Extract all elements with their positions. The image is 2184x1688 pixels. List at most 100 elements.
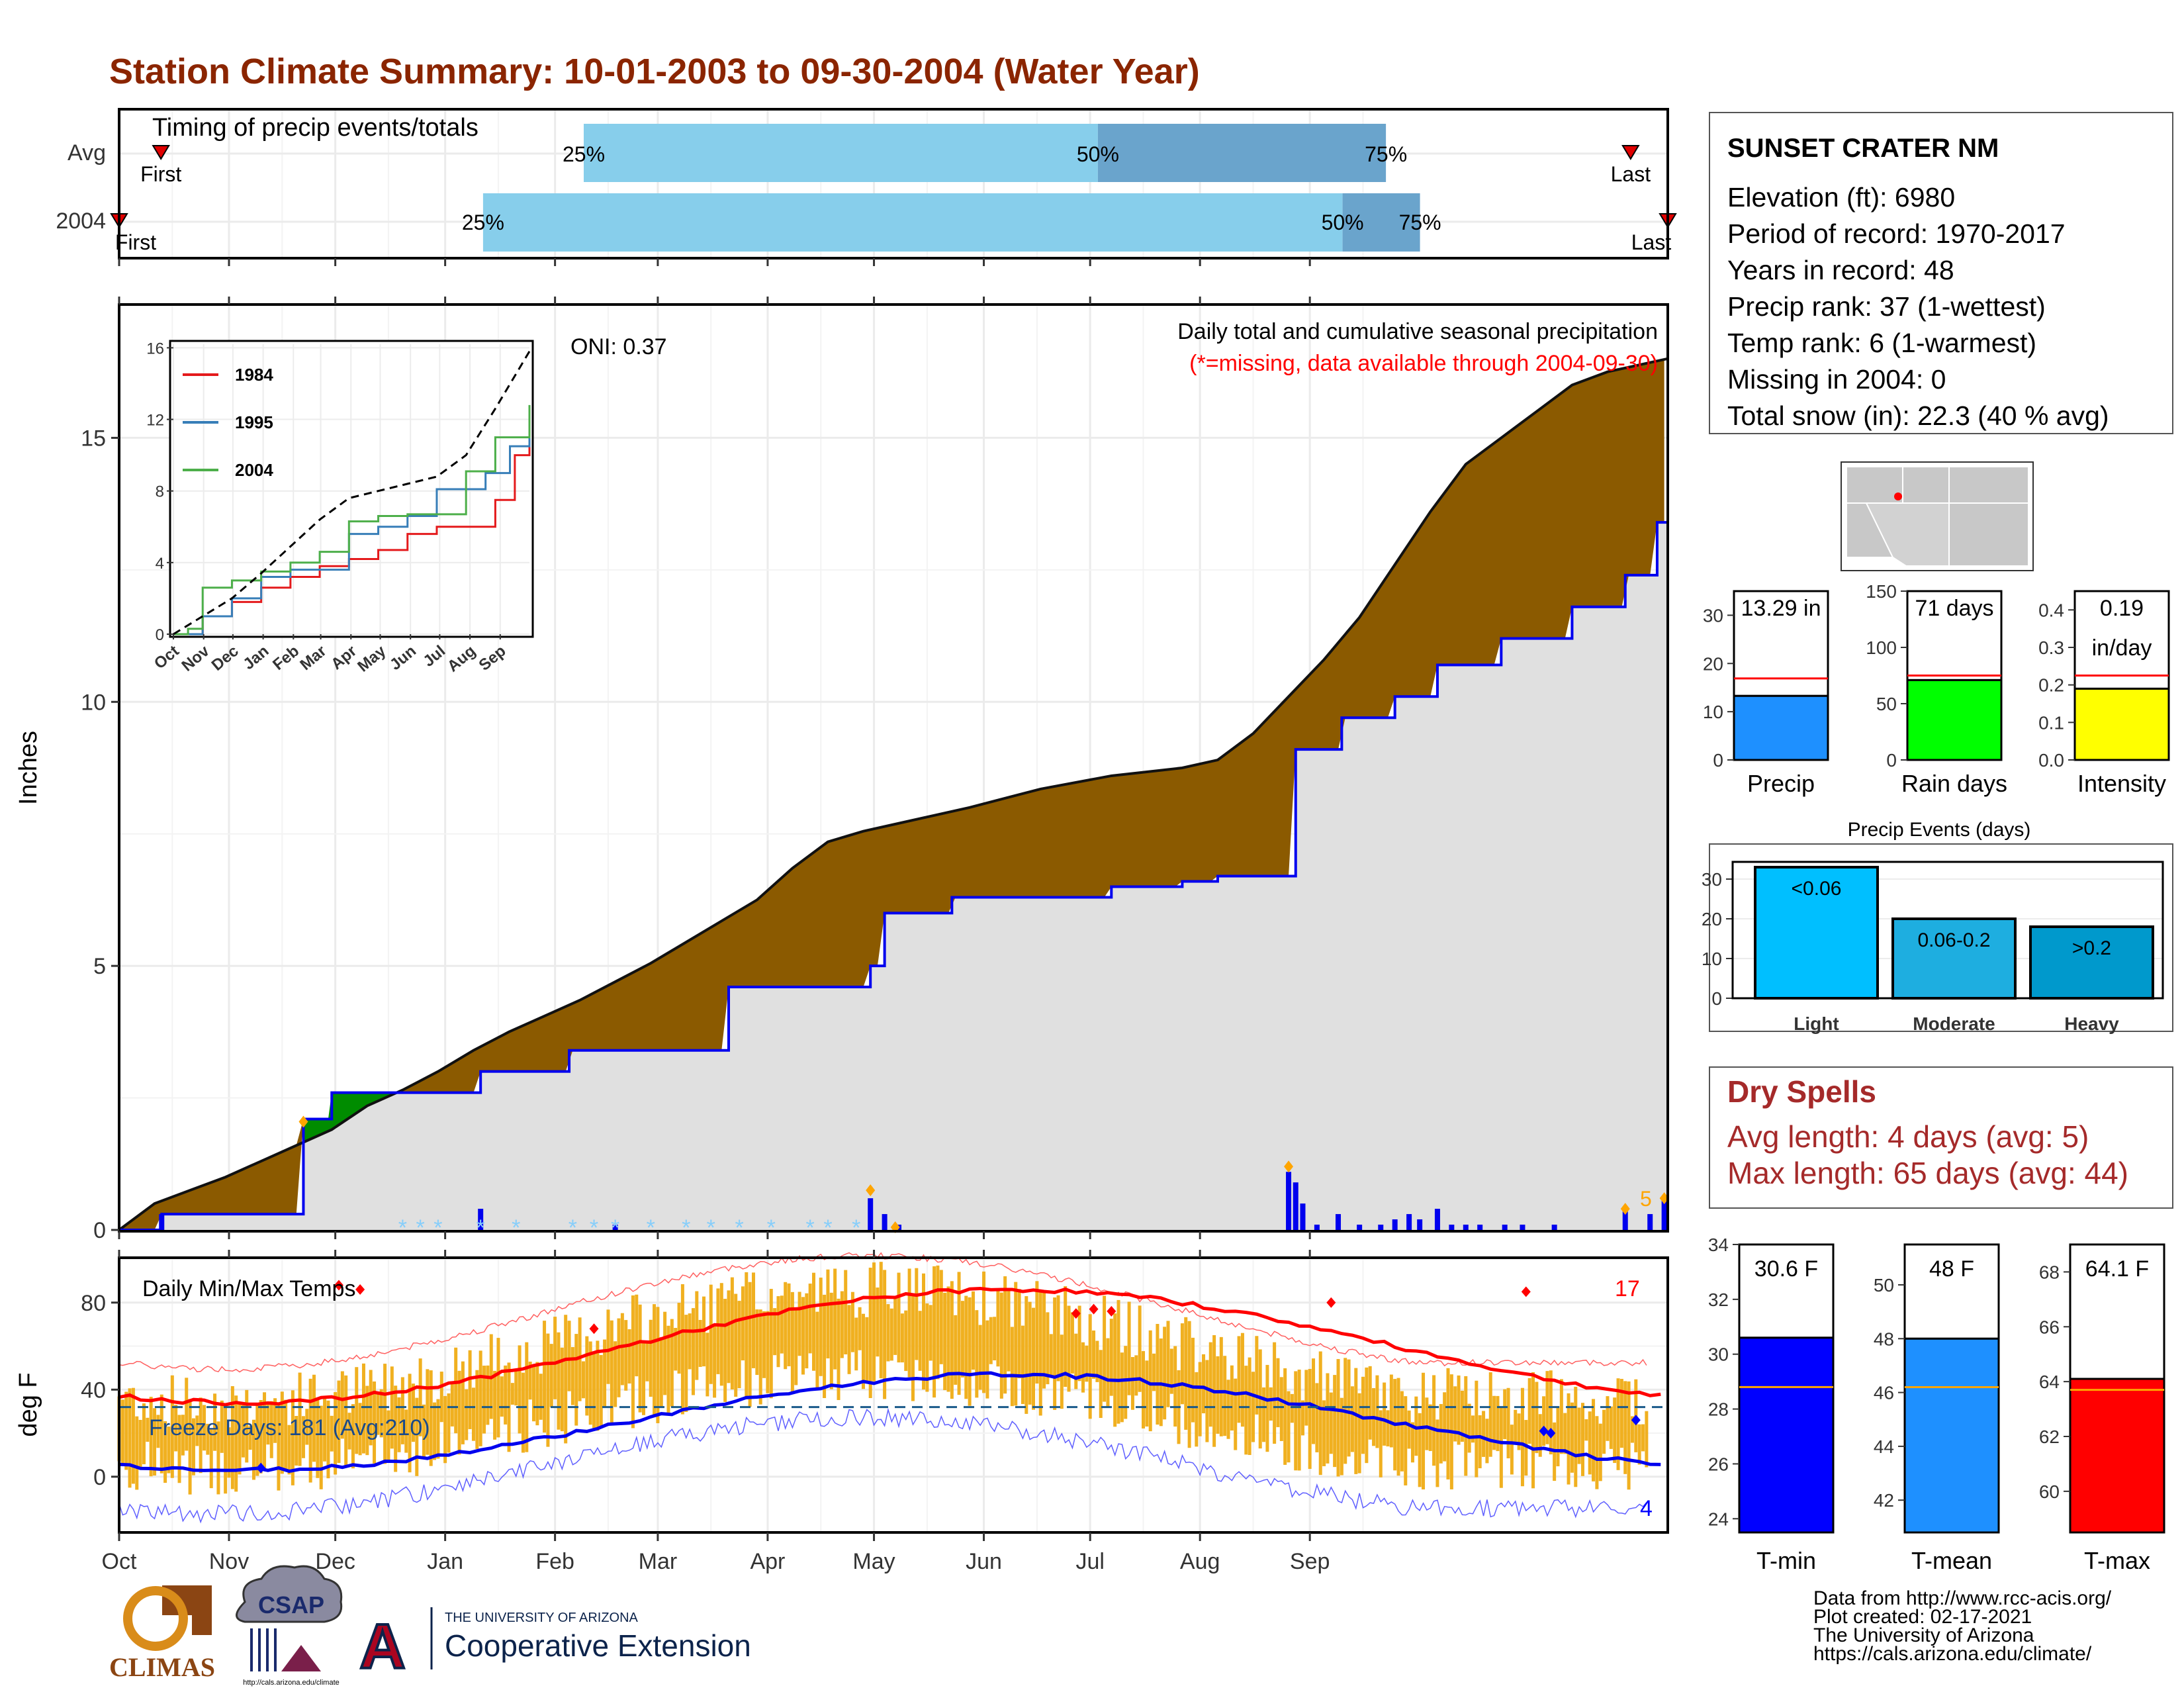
daily-temp-range-bar xyxy=(1226,1380,1230,1439)
daily-temp-range-bar xyxy=(868,1268,872,1399)
record-high-marker xyxy=(589,1323,599,1335)
daily-temp-range-bar xyxy=(298,1372,302,1466)
event-bar-label: >0.2 xyxy=(2072,937,2111,959)
station-elevation: Elevation (ft): 6980 xyxy=(1727,182,1955,212)
csap-mountain-icon xyxy=(281,1645,321,1671)
temp-panel-label: Daily Min/Max Temps xyxy=(142,1276,355,1301)
mini-y-tick-label: 150 xyxy=(1866,581,1897,602)
mini-y-tick-label: 10 xyxy=(1703,702,1723,722)
temp-y-tick-label: 46 xyxy=(1874,1383,1894,1403)
daily-temp-range-bar xyxy=(1290,1393,1294,1423)
timing-bar-50-75 xyxy=(1342,193,1420,252)
daily-temp-range-bar xyxy=(447,1393,451,1453)
inset-series-line xyxy=(173,428,531,635)
daily-temp-range-bar xyxy=(1127,1301,1131,1395)
daily-temp-range-bar xyxy=(641,1342,645,1415)
map-state-ut xyxy=(1902,466,1950,504)
daily-temp-range-bar xyxy=(1559,1379,1563,1454)
missing-data-marker: * xyxy=(512,1215,520,1241)
daily-temp-range-bar xyxy=(308,1378,312,1483)
daily-temp-range-bar xyxy=(390,1366,394,1449)
deficit-area xyxy=(119,359,1664,1230)
inset-y-tick-label: 16 xyxy=(146,340,164,357)
mini-y-tick-label: 0.0 xyxy=(2038,750,2064,771)
mini-bar-value-label: 0.19 xyxy=(2100,596,2144,621)
timing-panel: 25% 50% 75% First Last 25% 50% 75% First Last Tim… xyxy=(0,108,1677,281)
daily-temp-range-bar xyxy=(531,1364,535,1422)
daily-temp-range-bar xyxy=(1598,1423,1602,1481)
temp-bar-remaining xyxy=(2069,1243,2165,1380)
missing-data-marker: * xyxy=(735,1215,743,1241)
csap-logo: CSAP http://cals.arizona.edu/climate xyxy=(236,1565,343,1687)
average-max-line xyxy=(118,1286,1661,1407)
daily-temp-range-bar xyxy=(549,1344,553,1407)
inset-y-tick-label: 12 xyxy=(146,412,164,430)
daily-temp-range-bar xyxy=(1273,1342,1277,1444)
mini-y-tick-label: 0.2 xyxy=(2038,675,2064,696)
record-high-marker xyxy=(1521,1286,1531,1297)
inset-legend-label: 1995 xyxy=(235,412,273,432)
daily-precip-bar xyxy=(478,1209,484,1230)
x-tick-label: Apr xyxy=(750,1549,785,1574)
daily-temp-range-bar xyxy=(1109,1319,1113,1396)
daily-temp-range-bar xyxy=(316,1397,320,1478)
temp-y-tick-label: 64 xyxy=(2039,1372,2060,1392)
record-high-marker xyxy=(1071,1308,1081,1319)
daily-temp-range-bar xyxy=(837,1298,841,1401)
daily-temp-range-bar xyxy=(968,1297,972,1406)
precip-frame-top xyxy=(118,303,1669,1233)
daily-temp-range-bar xyxy=(1630,1416,1634,1443)
daily-temp-range-bar xyxy=(918,1311,922,1371)
daily-temp-range-bar xyxy=(578,1317,582,1401)
daily-temp-range-bar xyxy=(773,1308,777,1356)
snow-event-marker xyxy=(1620,1203,1630,1215)
daily-temp-range-bar xyxy=(1148,1330,1152,1432)
daily-temp-range-bar xyxy=(784,1282,788,1370)
precip-y-axis-label: Inches xyxy=(15,731,42,805)
y-tick-label: 5 xyxy=(93,954,106,979)
oni-label: ONI: 0.37 xyxy=(570,334,667,359)
daily-temp-range-bar xyxy=(518,1345,522,1434)
daily-temp-range-bar xyxy=(181,1415,185,1456)
daily-temp-range-bar xyxy=(422,1404,426,1459)
daily-temp-range-bar xyxy=(159,1394,163,1474)
csap-logo-text: CSAP xyxy=(258,1591,324,1618)
x-tick-label: Dec xyxy=(315,1549,355,1574)
daily-temp-range-bar xyxy=(978,1325,982,1390)
mini-bar-charts: 0 10 20 30 13.29 in Precip 0 50 100 150 71 days Rai… xyxy=(1703,581,2170,797)
daily-temp-range-bar xyxy=(1496,1395,1500,1452)
daily-temp-range-bar xyxy=(1240,1333,1244,1427)
daily-temp-range-bar xyxy=(734,1293,738,1397)
timing-label: Timing of precip events/totals xyxy=(152,114,478,142)
daily-temp-range-bar xyxy=(1318,1351,1322,1476)
temp-y-tick-label: 28 xyxy=(1708,1399,1729,1420)
daily-temp-range-bar xyxy=(1145,1360,1149,1427)
daily-temp-range-bar xyxy=(163,1421,167,1483)
daily-temp-range-bar xyxy=(1283,1368,1287,1465)
daily-temp-range-bar xyxy=(943,1292,947,1391)
mini-bar-value-unit: in/day xyxy=(2092,635,2152,661)
timing-bars: 25% 50% 75% First Last 25% 50% 75% First Last xyxy=(0,108,1677,281)
daily-temp-range-bar xyxy=(670,1319,674,1407)
daily-temp-range-bar xyxy=(847,1305,851,1374)
daily-temp-range-bar xyxy=(805,1293,809,1369)
daily-temp-range-bar xyxy=(560,1347,564,1432)
daily-temp-range-bar xyxy=(1404,1396,1408,1485)
daily-temp-range-bar xyxy=(1613,1397,1617,1464)
locator-map xyxy=(1841,461,2034,571)
daily-temp-range-bar xyxy=(124,1391,128,1470)
daily-temp-range-bar xyxy=(1053,1297,1057,1410)
daily-temp-range-bar xyxy=(614,1341,617,1407)
daily-temp-range-bar xyxy=(195,1415,199,1446)
daily-temp-range-bar xyxy=(911,1295,915,1401)
daily-temp-range-bar xyxy=(826,1269,830,1359)
daily-temp-range-bar xyxy=(174,1405,178,1452)
daily-temp-range-bar xyxy=(450,1381,454,1427)
daily-temp-range-bar xyxy=(829,1292,833,1389)
daily-temp-range-bar xyxy=(1453,1386,1457,1442)
daily-precip-bar xyxy=(1647,1214,1653,1230)
daily-temp-range-bar xyxy=(610,1320,614,1426)
ua-big-text: Cooperative Extension xyxy=(445,1628,751,1663)
daily-temp-range-bar xyxy=(688,1313,692,1370)
daily-temp-range-bar xyxy=(698,1319,702,1367)
